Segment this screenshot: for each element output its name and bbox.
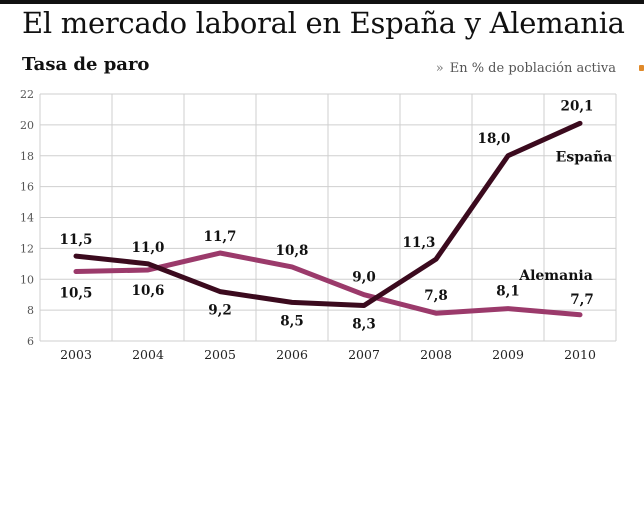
edge-marker — [639, 65, 644, 71]
chevron-right-icon: » — [435, 61, 444, 76]
y-tick-label: 8 — [27, 304, 34, 317]
x-tick-label: 2007 — [348, 347, 380, 362]
unit-note: » En % de población activa — [436, 61, 616, 76]
data-label: 11,0 — [132, 240, 165, 256]
data-label: 11,5 — [60, 232, 93, 248]
y-tick-label: 22 — [20, 88, 34, 101]
x-tick-label: 2004 — [132, 347, 164, 362]
data-label: 10,8 — [276, 243, 309, 259]
data-label: 9,0 — [352, 270, 376, 286]
y-tick-label: 20 — [20, 119, 34, 132]
x-tick-label: 2008 — [420, 347, 452, 362]
x-tick-label: 2010 — [564, 347, 596, 362]
data-label: 7,7 — [570, 292, 594, 308]
data-label: 7,8 — [424, 288, 448, 304]
data-label: 10,5 — [60, 286, 93, 302]
y-tick-label: 12 — [20, 242, 34, 255]
x-tick-label: 2005 — [204, 347, 236, 362]
data-label: 11,7 — [204, 229, 237, 245]
data-label: 20,1 — [561, 98, 594, 114]
y-tick-label: 10 — [20, 273, 34, 286]
data-label: 11,3 — [403, 235, 436, 251]
x-tick-label: 2003 — [60, 347, 92, 362]
y-tick-label: 18 — [20, 150, 34, 163]
top-rule — [0, 0, 644, 4]
unit-note-text: En % de población activa — [449, 61, 616, 76]
data-label: 8,3 — [352, 316, 376, 332]
data-label: 18,0 — [478, 131, 511, 147]
data-label: 9,2 — [208, 303, 232, 319]
data-label: 10,6 — [132, 283, 165, 299]
series-label: España — [556, 148, 613, 165]
page-title: El mercado laboral en España y Alemania — [22, 6, 625, 40]
data-label: 8,1 — [496, 284, 520, 300]
x-tick-label: 2009 — [492, 347, 524, 362]
data-label: 8,5 — [280, 313, 304, 329]
chart-subtitle: Tasa de paro — [22, 54, 150, 75]
y-tick-label: 6 — [27, 335, 34, 348]
y-tick-label: 14 — [20, 212, 34, 225]
line-chart: 6 8 10 12 14 16 18 20 22 2003 2004 2005 2006 2007 2008… — [20, 88, 617, 362]
series-label: Alemania — [518, 268, 593, 284]
y-tick-label: 16 — [20, 181, 34, 194]
series-line — [73, 120, 583, 308]
x-tick-label: 2006 — [276, 347, 308, 362]
